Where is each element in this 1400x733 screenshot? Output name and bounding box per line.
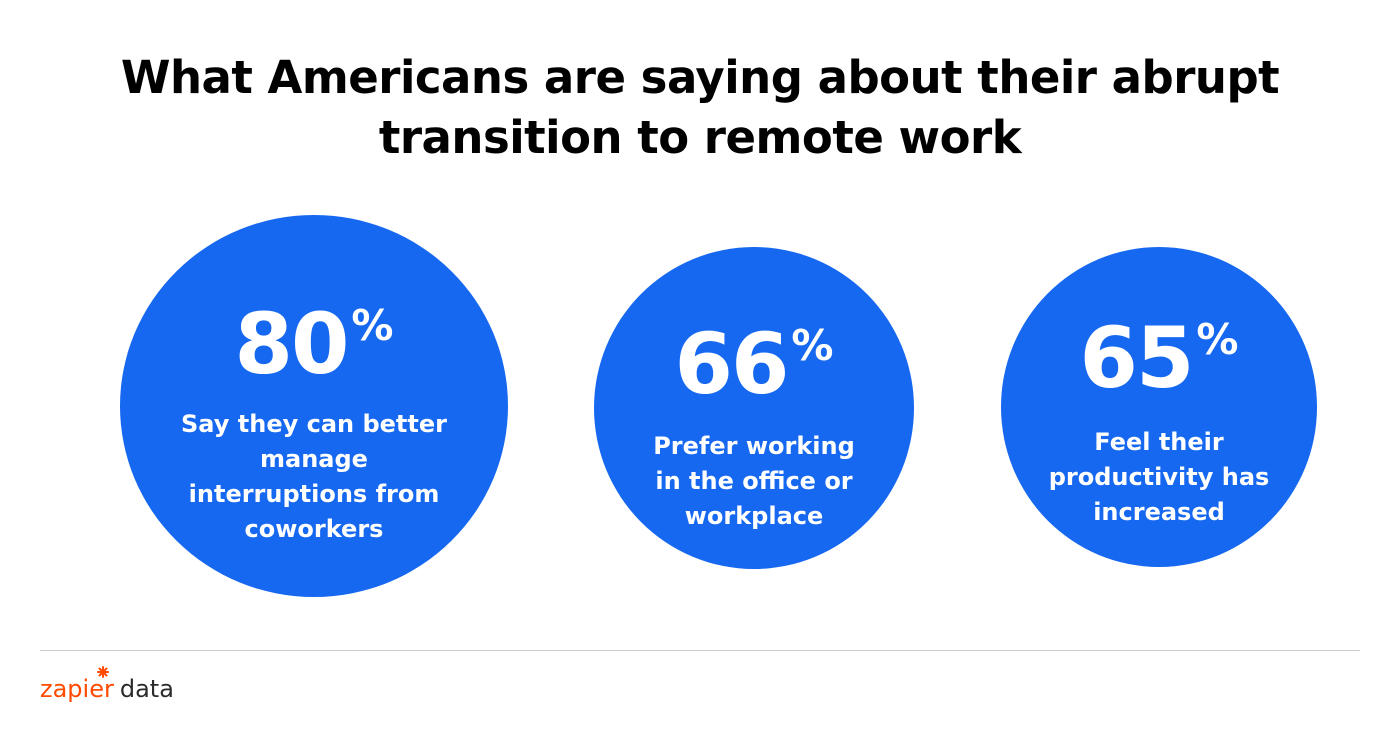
stat-circle-prefer-office: 66% Prefer working in the office or work… [594, 247, 914, 569]
brand-logo: zapier data [40, 666, 174, 706]
stat-value: 80% [120, 295, 508, 393]
title-line-2: transition to remote work [378, 111, 1022, 164]
stat-circle-interruptions: 80% Say they can better manage interrupt… [120, 215, 508, 597]
stat-number: 80 [234, 295, 350, 393]
description-line: productivity has [1048, 463, 1270, 491]
brand-name: zapier [40, 675, 114, 703]
zapier-asterisk-icon [97, 666, 109, 678]
footer-divider [40, 650, 1360, 651]
description-line: Prefer working [653, 432, 855, 460]
stat-description: Prefer working in the office or workplac… [594, 429, 914, 534]
stat-description: Say they can better manage interruptions… [120, 407, 508, 547]
description-line: Feel their [1094, 428, 1224, 456]
description-line: coworkers [244, 515, 384, 543]
percent-sign: % [351, 301, 394, 350]
description-line: in the office or [655, 467, 853, 495]
percent-sign: % [1196, 315, 1239, 364]
title-line-1: What Americans are saying about their ab… [120, 51, 1280, 104]
description-line: increased [1093, 498, 1225, 526]
page-title: What Americans are saying about their ab… [0, 48, 1400, 168]
stat-value: 66% [594, 315, 914, 413]
stat-number: 65 [1079, 309, 1195, 407]
description-line: interruptions from [188, 480, 440, 508]
description-line: workplace [684, 502, 824, 530]
description-line: manage [260, 445, 368, 473]
description-line: Say they can better [181, 410, 447, 438]
stat-circle-productivity: 65% Feel their productivity has increase… [1001, 247, 1317, 567]
stat-description: Feel their productivity has increased [1001, 425, 1317, 530]
brand-suffix: data [119, 675, 174, 703]
stat-value: 65% [1001, 309, 1317, 407]
stat-number: 66 [674, 315, 790, 413]
percent-sign: % [791, 321, 834, 370]
